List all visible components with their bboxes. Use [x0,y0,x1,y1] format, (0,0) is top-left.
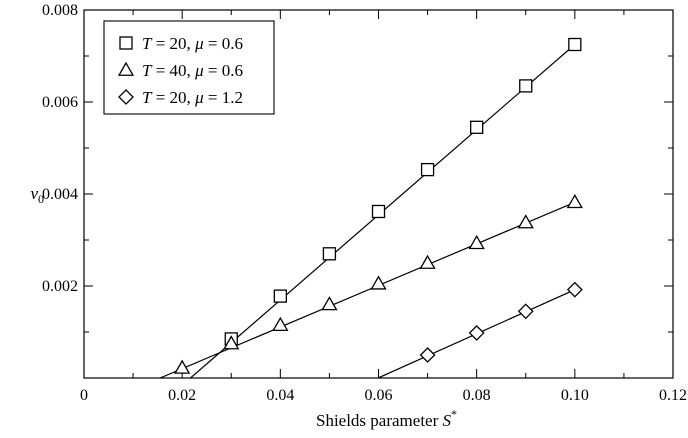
x-tick-label: 0.08 [463,387,491,404]
x-tick-label: 0.06 [365,387,393,404]
data-point-series-1 [519,79,533,93]
legend-marker-series-1 [119,36,133,50]
x-tick-label: 0.04 [266,387,294,404]
data-point-series-2 [468,234,485,250]
data-point-series-1 [322,247,337,261]
x-tick-label: 0.02 [168,387,196,404]
y-tick-label: 0.008 [42,2,78,19]
x-tick-label: 0.10 [561,387,589,404]
data-point-series-3 [468,325,485,341]
y-tick-label: 0.004 [42,186,78,203]
legend-label-series-1: T = 20, μ = 0.6 [142,34,243,53]
x-tick-label: 0.12 [659,387,687,404]
data-point-series-2 [272,316,289,332]
data-point-series-1 [470,120,484,134]
data-point-series-2 [370,275,387,290]
y-axis-label-symbol: v [30,184,38,203]
x-axis-label-sup: * [451,407,457,421]
x-axis-label-symbol: S [443,411,452,430]
x-axis-label-text: Shields parameter [316,411,443,430]
data-point-series-2 [223,335,240,350]
legend: T = 20, μ = 0.6 T = 40, μ = 0.6 T = 20, μ … [103,20,275,115]
data-point-series-3 [517,303,534,320]
y-tick-label: 0.002 [42,278,78,295]
y-axis-label-sub: 0 [38,192,44,206]
y-tick-label: 0.006 [42,94,78,111]
data-point-series-2 [566,193,583,209]
data-point-series-3 [419,347,436,363]
y-axis-label: v0 [30,184,44,206]
data-point-series-1 [371,204,386,219]
legend-label-series-3: T = 20, μ = 1.2 [142,88,243,107]
x-tick-label: 0 [80,387,88,404]
x-axis-label: Shields parameter S* [316,407,457,430]
data-point-series-2 [419,254,436,269]
legend-marker-series-3 [118,89,134,105]
data-point-series-1 [273,289,287,303]
legend-marker-series-2 [117,61,135,76]
legend-label-series-2: T = 40, μ = 0.6 [142,61,243,80]
fit-line-series-2 [159,201,576,378]
data-point-series-3 [566,281,583,298]
data-point-series-2 [321,296,338,311]
data-point-series-2 [174,359,191,374]
data-point-series-2 [517,214,534,229]
data-point-series-1 [420,162,435,177]
data-point-series-1 [568,37,582,52]
